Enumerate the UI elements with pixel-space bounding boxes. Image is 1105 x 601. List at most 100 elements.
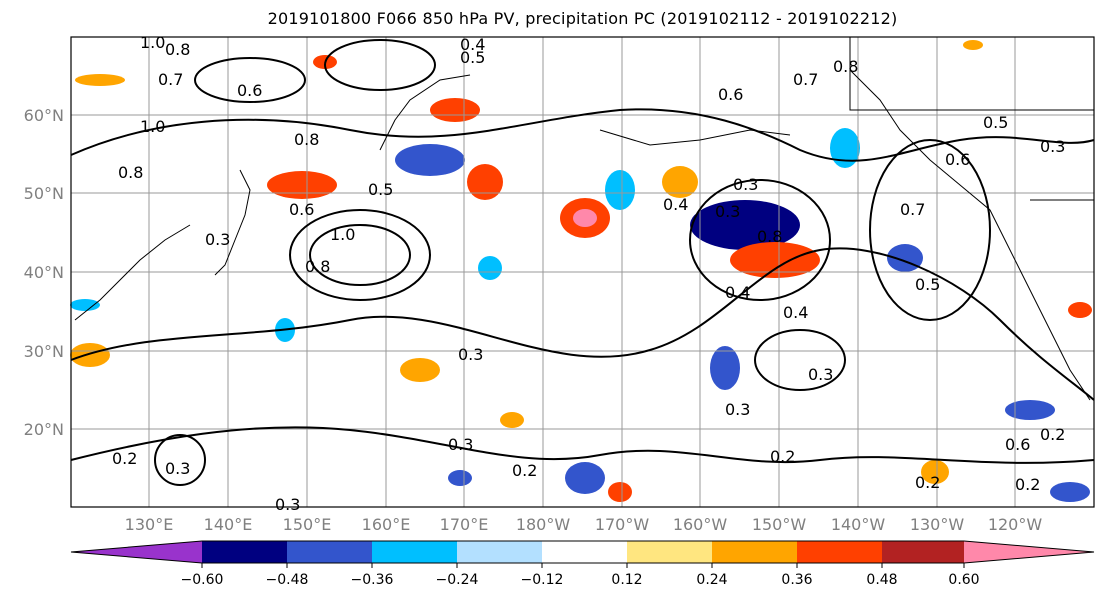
colorbar-tick-label: 0.60 [948, 572, 979, 588]
lon-label: 170°E [440, 515, 489, 534]
contour-label: 0.5 [983, 113, 1008, 132]
lat-label-30n: 30°N [24, 342, 64, 361]
colorbar-segment [797, 541, 882, 563]
contour-label: 0.2 [512, 461, 537, 480]
colorbar-tick-label: −0.60 [181, 572, 224, 588]
contour-label: 0.7 [793, 70, 818, 89]
lon-label: 160°W [673, 515, 728, 534]
patch-negative [1005, 400, 1055, 420]
patch-negative [710, 346, 740, 390]
colorbar-tick-label: −0.36 [351, 572, 394, 588]
contour-label: 0.2 [1015, 475, 1040, 494]
colorbar-segment [457, 541, 542, 563]
colorbar-tick-label: −0.48 [266, 572, 309, 588]
contour-label: 1.0 [330, 225, 355, 244]
colorbar-segment [287, 541, 372, 563]
contour-label: 0.6 [1005, 435, 1030, 454]
contour-label: 0.3 [458, 345, 483, 364]
patch-negative [478, 256, 502, 280]
colorbar-tick-label: 0.36 [781, 572, 812, 588]
lon-label: 150°E [283, 515, 332, 534]
contour-label: 0.2 [1040, 425, 1065, 444]
colorbar-tick-label: −0.12 [521, 572, 564, 588]
patch-negative [395, 144, 465, 176]
map-border [70, 36, 1095, 508]
colorbar-tick-label: 0.48 [866, 572, 897, 588]
contour-label: 0.7 [900, 200, 925, 219]
colorbar-tick-label: 0.24 [696, 572, 727, 588]
lon-label: 140°E [204, 515, 253, 534]
colorbar-segment [372, 541, 457, 563]
contour-label: 0.2 [770, 447, 795, 466]
patch-strong-positive [573, 209, 597, 227]
colorbar-segment [71, 541, 202, 563]
contour-label: 0.3 [448, 435, 473, 454]
contour-label: 0.8 [757, 227, 782, 246]
contour-label: 0.8 [118, 163, 143, 182]
patch-positive [662, 166, 698, 198]
lat-label-40n: 40°N [24, 263, 64, 282]
colorbar-tick-label: 0.12 [611, 572, 642, 588]
contour-label: 0.8 [294, 130, 319, 149]
contour-label: 0.2 [915, 473, 940, 492]
lon-label: 140°W [831, 515, 886, 534]
contour-label: 0.3 [205, 230, 230, 249]
patch-positive [430, 98, 480, 122]
colorbar-segment [202, 541, 287, 563]
patch-positive [921, 460, 949, 484]
lon-label: 150°W [752, 515, 807, 534]
figure-title: 2019101800 F066 850 hPa PV, precipitatio… [267, 9, 898, 28]
contour-label: 0.3 [165, 459, 190, 478]
patch-positive [730, 242, 820, 278]
contour-label: 0.3 [733, 175, 758, 194]
lon-label: 130°W [910, 515, 965, 534]
contour-label: 0.6 [237, 81, 262, 100]
contour-label: 0.6 [718, 85, 743, 104]
colorbar: −0.60 −0.48 −0.36 −0.24 −0.12 0.12 0.24 … [70, 540, 1095, 588]
colorbar-segment [712, 541, 797, 563]
lon-label: 160°E [362, 515, 411, 534]
patch-negative [565, 462, 605, 494]
contour-label: 0.8 [833, 57, 858, 76]
colorbar-tick-label: −0.24 [436, 572, 479, 588]
contour-label: 0.3 [725, 400, 750, 419]
contour-label: 0.4 [783, 303, 808, 322]
contour-label: 1.0 [140, 117, 165, 136]
longitude-labels: 130°E 140°E 150°E 160°E 170°E 180°W 170°… [125, 515, 1043, 534]
lon-label: 170°W [595, 515, 650, 534]
contour-label: 0.5 [368, 180, 393, 199]
colorbar-segment [542, 541, 627, 563]
patch-positive [70, 343, 110, 367]
contour-label: 0.3 [1040, 137, 1065, 156]
patch-negative [605, 170, 635, 210]
patch-negative [1050, 482, 1090, 502]
colorbar-segment [964, 541, 1094, 563]
lon-label: 130°E [125, 515, 174, 534]
contour-label: 0.3 [275, 495, 300, 514]
patch-positive [400, 358, 440, 382]
contour-label: 0.4 [663, 195, 688, 214]
patch-positive [963, 40, 983, 50]
contour-label: 0.6 [289, 200, 314, 219]
lon-label: 180°W [516, 515, 571, 534]
contour-label: 0.6 [945, 150, 970, 169]
pv-contours [70, 39, 1095, 486]
contour-label: 0.3 [808, 365, 833, 384]
contour-label: 0.3 [715, 202, 740, 221]
patch-positive [1068, 302, 1092, 318]
patch-negative [448, 470, 472, 486]
contour-label: 0.7 [158, 70, 183, 89]
contour-label: 0.8 [165, 40, 190, 59]
patch-positive [267, 171, 337, 199]
patch-negative [830, 128, 860, 168]
contour-label: 0.4 [725, 283, 750, 302]
patch-positive [467, 164, 503, 200]
contour-label: 1.0 [140, 33, 165, 52]
colorbar-segment [627, 541, 712, 563]
latitude-labels: 60°N 50°N 40°N 30°N 20°N [24, 106, 64, 439]
patch-positive [608, 482, 632, 502]
patch-negative [690, 200, 800, 250]
lat-label-50n: 50°N [24, 184, 64, 203]
contour-label: 0.5 [460, 48, 485, 67]
